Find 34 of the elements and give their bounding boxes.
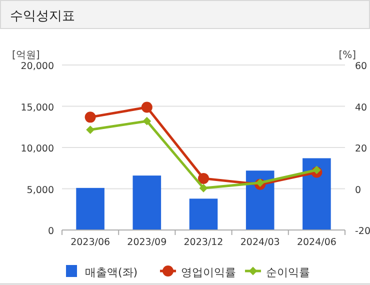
- y2-tick-label: -20: [355, 226, 370, 237]
- legend-label: 매출액(좌): [85, 266, 138, 279]
- point: [84, 112, 96, 123]
- point: [198, 172, 209, 184]
- bar: [76, 188, 104, 230]
- y2-tick-label: 0: [355, 184, 362, 196]
- point: [199, 184, 208, 192]
- y-axis-title: [억원]: [12, 50, 40, 61]
- x-tick-label: 2023/06: [70, 237, 110, 248]
- bar: [189, 198, 218, 230]
- y-tick-label: 20,000: [20, 61, 54, 72]
- y-tick-label: 0: [48, 226, 54, 237]
- point: [312, 166, 321, 174]
- chart-title: 수익성지표: [10, 9, 75, 24]
- point: [142, 116, 152, 126]
- x-tick-label: 2024/03: [240, 237, 280, 248]
- x-tick-label: 2023/09: [127, 237, 167, 248]
- y-tick-label: 15,000: [20, 102, 54, 114]
- y-tick-label: 5,000: [26, 184, 54, 196]
- bar: [132, 176, 162, 230]
- y-tick-label: 10,000: [20, 144, 54, 154]
- point: [86, 126, 94, 134]
- legend-label: 순이익률: [266, 266, 310, 279]
- y2-axis-title: [%]: [338, 50, 356, 61]
- legend-label: 영업이익률: [181, 266, 236, 279]
- point: [256, 178, 264, 187]
- point: [141, 102, 152, 113]
- y2-tick-label: 40: [355, 102, 368, 114]
- x-tick-label: 2023/12: [184, 237, 224, 248]
- y2-tick-label: 20: [355, 144, 368, 154]
- x-tick-label: 2024/06: [296, 237, 336, 248]
- bar: [246, 170, 274, 230]
- bar: [302, 158, 331, 230]
- y2-tick-label: 60: [355, 61, 368, 72]
